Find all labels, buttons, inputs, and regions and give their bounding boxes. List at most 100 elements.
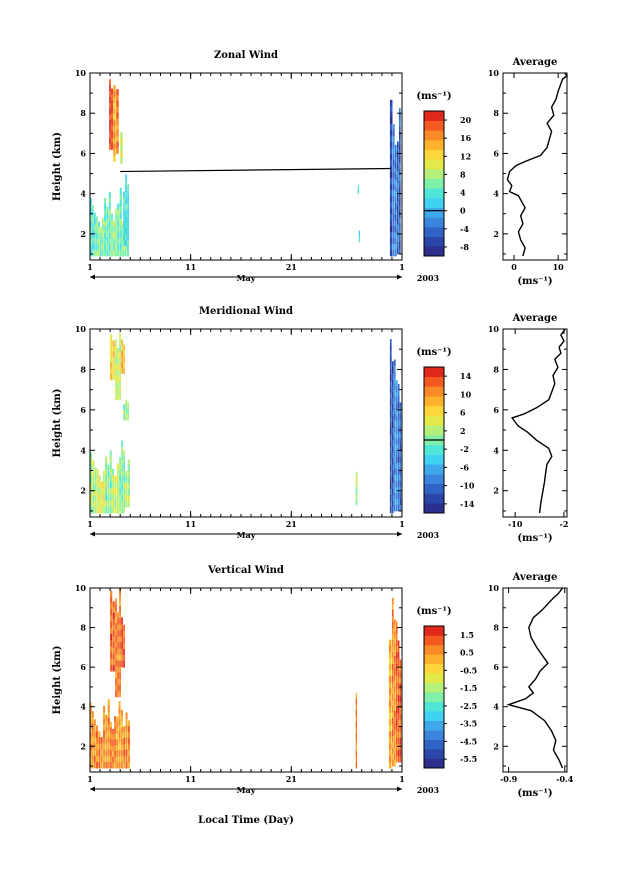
data-cell bbox=[105, 462, 108, 470]
colorbar-tick-label: 6 bbox=[460, 408, 466, 418]
data-cell bbox=[391, 609, 394, 617]
data-cell bbox=[103, 494, 105, 502]
data-cell bbox=[395, 713, 398, 720]
data-cell bbox=[96, 216, 98, 223]
panel-title: Vertical Wind bbox=[207, 565, 284, 576]
colorbar-unit-label: (ms⁻¹) bbox=[416, 91, 451, 102]
data-cell bbox=[119, 588, 121, 595]
data-cell bbox=[127, 471, 130, 478]
data-cell bbox=[107, 761, 110, 769]
average-y-tick-label: 4 bbox=[493, 702, 499, 712]
data-cell bbox=[397, 432, 400, 439]
data-cell bbox=[100, 755, 103, 763]
colorbar-tick-label: -3.5 bbox=[460, 719, 477, 729]
data-cell bbox=[398, 162, 401, 170]
data-cell bbox=[394, 226, 397, 233]
data-cell bbox=[119, 463, 121, 470]
data-cell bbox=[389, 117, 393, 125]
data-cell bbox=[115, 659, 117, 667]
data-cell bbox=[389, 494, 392, 502]
data-cell bbox=[395, 504, 398, 512]
data-cell bbox=[109, 475, 112, 483]
data-cell bbox=[391, 724, 394, 731]
data-cell bbox=[355, 715, 357, 723]
data-cell bbox=[391, 397, 394, 405]
data-cell bbox=[119, 506, 121, 514]
data-cell bbox=[110, 640, 113, 647]
data-cell bbox=[393, 377, 396, 385]
data-cell bbox=[395, 639, 398, 647]
data-cell bbox=[108, 232, 111, 239]
data-cell bbox=[119, 660, 121, 667]
data-cell bbox=[392, 184, 395, 191]
data-cell bbox=[121, 440, 123, 447]
data-cell bbox=[397, 725, 400, 733]
data-cell bbox=[123, 414, 125, 421]
average-y-tick-label: 8 bbox=[493, 108, 499, 118]
data-cell bbox=[125, 192, 127, 199]
data-cell bbox=[125, 483, 128, 490]
data-cell bbox=[396, 224, 399, 231]
colorbar-tick-label: 8 bbox=[460, 169, 466, 179]
data-cell bbox=[110, 739, 112, 746]
colorbar-swatch bbox=[424, 236, 444, 247]
data-cell bbox=[117, 365, 119, 372]
data-cell bbox=[127, 465, 130, 472]
data-cell bbox=[113, 149, 116, 156]
data-cell bbox=[394, 203, 397, 210]
data-cell bbox=[389, 213, 393, 221]
colorbar-swatch bbox=[424, 149, 444, 160]
data-cell bbox=[117, 393, 119, 401]
colorbar-tick-label: 1.5 bbox=[460, 630, 474, 640]
data-cell bbox=[391, 482, 394, 490]
data-cell bbox=[393, 686, 396, 694]
data-cell bbox=[392, 190, 395, 197]
data-cell bbox=[395, 694, 398, 702]
data-cell bbox=[110, 762, 112, 769]
data-cell bbox=[111, 106, 113, 114]
data-cell bbox=[112, 647, 115, 655]
data-cell bbox=[392, 202, 395, 209]
data-cell bbox=[397, 414, 400, 421]
data-cell bbox=[92, 749, 94, 756]
data-cell bbox=[399, 438, 402, 446]
data-cell bbox=[127, 184, 129, 191]
data-cell bbox=[389, 393, 392, 400]
data-cell bbox=[96, 239, 98, 246]
data-cell bbox=[123, 356, 125, 363]
data-cell bbox=[115, 629, 117, 636]
data-cell bbox=[110, 646, 113, 653]
data-cell bbox=[393, 759, 396, 767]
data-cell bbox=[119, 225, 122, 232]
data-cell bbox=[357, 185, 359, 195]
colorbar-tick-label: 2 bbox=[460, 426, 466, 436]
data-cell bbox=[115, 345, 117, 352]
data-cell bbox=[395, 627, 398, 634]
data-cell bbox=[125, 761, 128, 769]
data-cell bbox=[110, 627, 113, 635]
data-cell bbox=[398, 211, 401, 218]
data-cell bbox=[105, 744, 108, 751]
data-cell bbox=[391, 452, 394, 459]
data-cell bbox=[117, 244, 120, 251]
data-cell bbox=[393, 662, 396, 669]
data-cell bbox=[121, 362, 123, 369]
data-cell bbox=[100, 232, 102, 240]
data-cell bbox=[397, 420, 400, 427]
data-cell bbox=[108, 209, 111, 216]
data-cell bbox=[103, 488, 105, 496]
data-cell bbox=[399, 665, 402, 673]
colorbar-tick-label: -2 bbox=[460, 444, 469, 454]
data-cell bbox=[104, 215, 107, 222]
data-cell bbox=[125, 488, 128, 496]
data-cell bbox=[391, 434, 394, 441]
data-cell bbox=[399, 725, 402, 733]
data-cell bbox=[396, 206, 399, 213]
colorbar-swatch bbox=[424, 405, 444, 416]
data-cell bbox=[110, 664, 113, 672]
data-cell bbox=[125, 239, 127, 247]
data-cell bbox=[110, 744, 112, 752]
data-cell bbox=[112, 475, 115, 482]
data-cell bbox=[123, 726, 126, 733]
data-cell bbox=[117, 660, 119, 668]
